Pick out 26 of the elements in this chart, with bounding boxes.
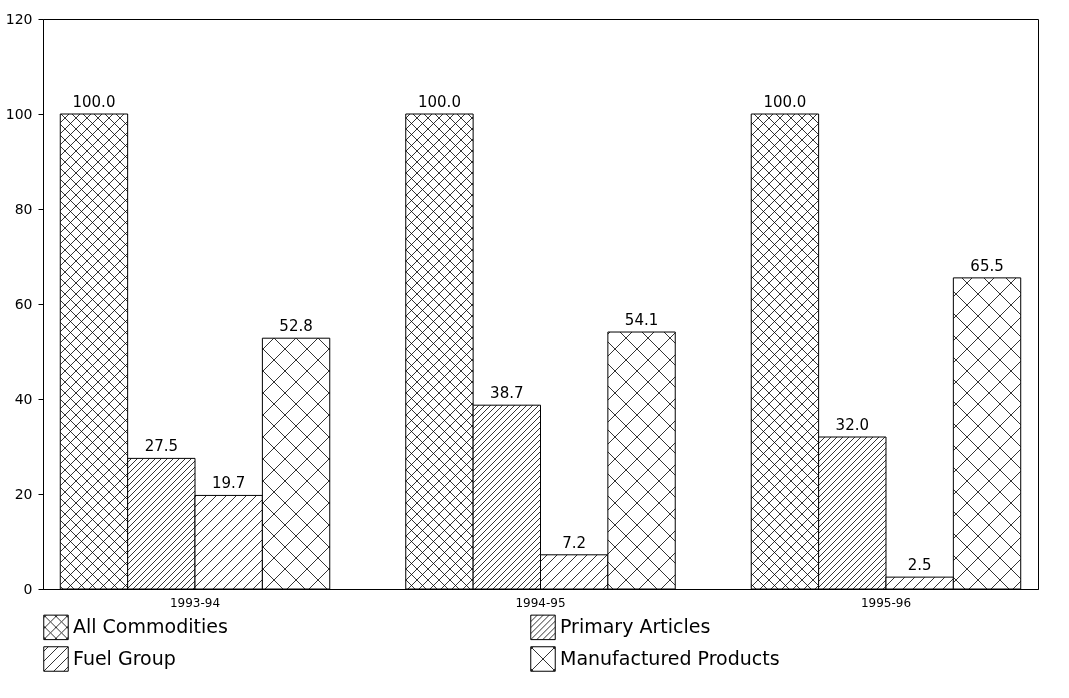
data-label: 2.5 (907, 556, 932, 575)
legend-label: All Commodities (73, 615, 228, 638)
data-label: 100.0 (763, 93, 807, 111)
legend-label: Manufactured Products (560, 647, 780, 669)
y-tick-label: 0 (23, 580, 33, 597)
data-label: 65.5 (970, 256, 1004, 275)
data-label: 19.7 (212, 474, 246, 493)
legend-label: Fuel Group (73, 647, 176, 669)
y-tick-label: 20 (14, 485, 33, 502)
data-label: 32.0 (835, 416, 869, 434)
x-tick-label: 1993-94 (169, 595, 221, 610)
y-tick-label: 100 (5, 105, 33, 122)
data-label: 7.2 (562, 533, 587, 552)
y-tick-label: 80 (14, 200, 33, 217)
data-label: 27.5 (144, 437, 179, 456)
y-tick-label: 120 (5, 10, 33, 27)
data-label: 38.7 (490, 384, 524, 403)
y-tick-label: 60 (14, 295, 33, 312)
data-label: 54.1 (624, 311, 659, 330)
data-label: 52.8 (279, 317, 313, 336)
data-label: 100.0 (72, 93, 116, 111)
legend-label: Primary Articles (560, 615, 711, 638)
data-label: 100.0 (417, 93, 461, 111)
x-tick-label: 1994-95 (515, 595, 566, 610)
x-tick-label: 1995-96 (860, 595, 912, 610)
y-tick-label: 40 (14, 390, 33, 407)
